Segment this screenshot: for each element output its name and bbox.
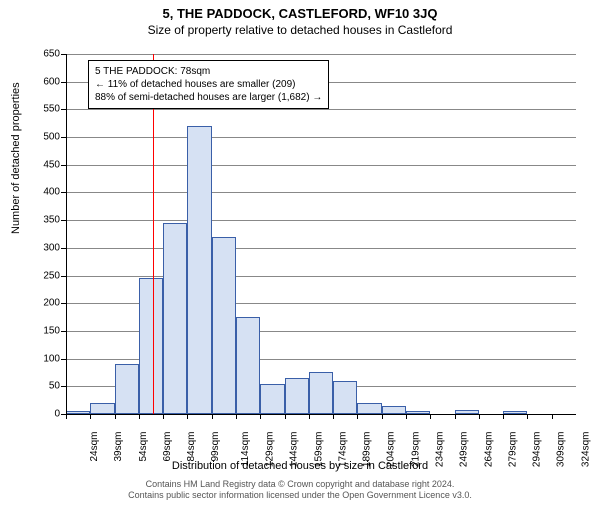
grid-line [66, 54, 576, 55]
histogram-bar [309, 372, 333, 414]
y-tick-label: 0 [30, 409, 60, 420]
histogram-bar [260, 384, 284, 414]
histogram-bar [139, 278, 163, 414]
histogram-bar [163, 223, 187, 414]
grid-line [66, 248, 576, 249]
x-axis [66, 414, 576, 415]
y-tick-label: 250 [30, 270, 60, 281]
y-tick-label: 300 [30, 242, 60, 253]
info-box-line: 88% of semi-detached houses are larger (… [95, 91, 322, 104]
info-box: 5 THE PADDOCK: 78sqm← 11% of detached ho… [88, 60, 329, 109]
y-tick-label: 500 [30, 132, 60, 143]
x-tick-label: 99sqm [210, 432, 221, 462]
y-tick-label: 150 [30, 325, 60, 336]
y-tick-label: 650 [30, 49, 60, 60]
histogram-bar [285, 378, 309, 414]
grid-line [66, 165, 576, 166]
footer-line-2: Contains public sector information licen… [0, 490, 600, 501]
histogram-bar [212, 237, 236, 414]
histogram-bar [357, 403, 381, 414]
page-title: 5, THE PADDOCK, CASTLEFORD, WF10 3JQ [0, 6, 600, 21]
histogram-bar [382, 406, 406, 414]
page-subtitle: Size of property relative to detached ho… [0, 23, 600, 37]
y-tick-label: 200 [30, 298, 60, 309]
info-box-line: 5 THE PADDOCK: 78sqm [95, 65, 322, 78]
y-tick-label: 400 [30, 187, 60, 198]
x-tick-label: 24sqm [89, 432, 100, 462]
footer-attribution: Contains HM Land Registry data © Crown c… [0, 479, 600, 501]
x-tick-label: 69sqm [162, 432, 173, 462]
y-tick-label: 600 [30, 76, 60, 87]
histogram-bar [333, 381, 357, 414]
histogram-bar [115, 364, 139, 414]
grid-line [66, 137, 576, 138]
y-tick-label: 550 [30, 104, 60, 115]
y-axis [66, 54, 67, 414]
plot-area: 0501001502002503003504004505005506006502… [66, 54, 576, 414]
x-axis-label: Distribution of detached houses by size … [0, 460, 600, 472]
y-tick-label: 350 [30, 215, 60, 226]
grid-line [66, 276, 576, 277]
footer-line-1: Contains HM Land Registry data © Crown c… [0, 479, 600, 490]
grid-line [66, 220, 576, 221]
y-tick-label: 50 [30, 381, 60, 392]
x-tick-label: 84sqm [186, 432, 197, 462]
histogram-bar [90, 403, 114, 414]
histogram-bar [187, 126, 211, 414]
chart-container: 5, THE PADDOCK, CASTLEFORD, WF10 3JQ Siz… [0, 6, 600, 506]
info-box-line: ← 11% of detached houses are smaller (20… [95, 78, 322, 91]
x-tick-label: 54sqm [138, 432, 149, 462]
grid-line [66, 192, 576, 193]
y-axis-label: Number of detached properties [10, 82, 22, 234]
y-tick-label: 450 [30, 159, 60, 170]
y-tick-label: 100 [30, 353, 60, 364]
grid-line [66, 109, 576, 110]
histogram-bar [236, 317, 260, 414]
x-tick-label: 39sqm [113, 432, 124, 462]
